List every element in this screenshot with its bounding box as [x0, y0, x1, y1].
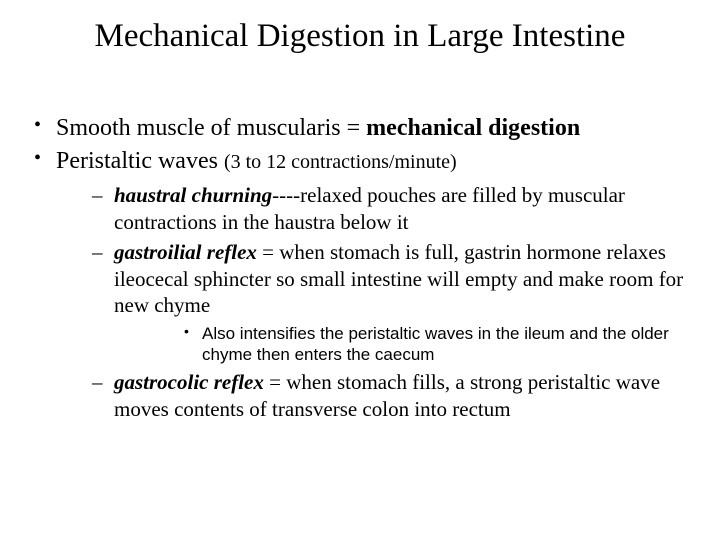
list-item: Smooth muscle of muscularis = mechanical… [28, 113, 692, 144]
slide-title: Mechanical Digestion in Large Intestine [28, 18, 692, 55]
text-run: Also intensifies the peristaltic waves i… [202, 324, 669, 364]
text-run: Peristaltic waves [56, 148, 224, 174]
list-item: haustral churning----relaxed pouches are… [56, 182, 692, 235]
bullet-list-level2: haustral churning----relaxed pouches are… [56, 182, 692, 422]
bullet-list-level1: Smooth muscle of muscularis = mechanical… [28, 113, 692, 422]
text-run: Smooth muscle of muscularis = [56, 115, 366, 141]
text-run-small: (3 to 12 contractions/minute) [224, 151, 457, 173]
list-item: Peristaltic waves (3 to 12 contractions/… [28, 146, 692, 422]
list-item: gastrocolic reflex = when stomach fills,… [56, 369, 692, 422]
text-run-bold-italic: gastrocolic reflex [114, 370, 264, 394]
list-item: Also intensifies the peristaltic waves i… [114, 323, 692, 366]
text-run-bold: mechanical digestion [366, 115, 580, 141]
text-run-bold-italic: haustral churning [114, 183, 272, 207]
text-run-bold-italic: gastroilial reflex [114, 240, 257, 264]
bullet-list-level3: Also intensifies the peristaltic waves i… [114, 323, 692, 366]
list-item: gastroilial reflex = when stomach is ful… [56, 239, 692, 365]
